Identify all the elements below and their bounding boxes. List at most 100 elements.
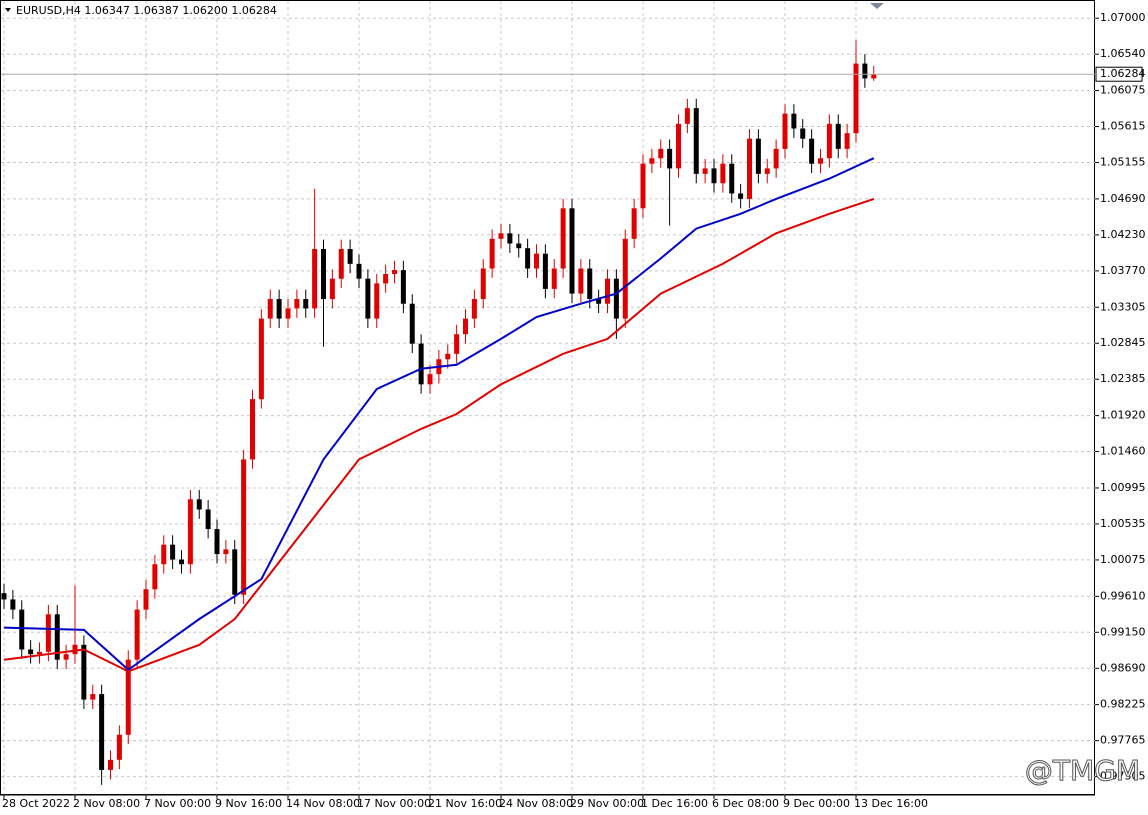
x-tick-label: 14 Nov 08:00 xyxy=(286,797,360,810)
candle-body xyxy=(72,644,78,655)
candle-body xyxy=(196,499,202,510)
candle-body xyxy=(684,108,690,124)
candle-body xyxy=(738,193,744,199)
candle-body xyxy=(108,759,113,770)
y-tick-label: 1.01920 xyxy=(1100,409,1146,422)
candle-body xyxy=(498,233,504,239)
y-tick-label: 1.06075 xyxy=(1100,84,1146,97)
candle-body xyxy=(755,138,761,174)
candle-body xyxy=(835,123,841,149)
candle-body xyxy=(676,123,681,169)
candle-body xyxy=(54,614,60,660)
candle-body xyxy=(711,168,717,184)
x-tick-label: 21 Nov 16:00 xyxy=(428,797,502,810)
x-tick-label: 28 Oct 2022 xyxy=(2,797,70,810)
candle-body xyxy=(826,123,832,159)
candle-body xyxy=(667,148,673,169)
candle-body xyxy=(534,253,539,269)
candle-body xyxy=(28,649,34,655)
x-tick-label: 13 Dec 16:00 xyxy=(854,797,928,810)
candle-body xyxy=(551,268,557,289)
candle-body xyxy=(125,659,131,735)
candle-body xyxy=(542,253,548,289)
candle-body xyxy=(631,208,637,239)
candle-body xyxy=(605,278,610,304)
candle-body xyxy=(63,654,69,660)
y-tick-label: 1.00995 xyxy=(1100,481,1146,494)
candle-body xyxy=(729,163,735,194)
candle-body xyxy=(1,593,7,600)
candle-body xyxy=(321,248,326,300)
candle-body xyxy=(99,694,105,770)
y-tick-label: 0.98225 xyxy=(1100,698,1146,711)
x-tick-label: 29 Nov 00:00 xyxy=(570,797,644,810)
candle-body xyxy=(365,278,371,319)
y-tick-label: 1.00075 xyxy=(1100,553,1146,566)
candle-body xyxy=(418,343,424,385)
y-tick-label: 0.97765 xyxy=(1100,734,1146,747)
candle-body xyxy=(400,270,406,304)
moving-average xyxy=(3,157,875,672)
candle-body xyxy=(179,559,184,565)
candle-body xyxy=(525,248,531,269)
moving-average xyxy=(3,197,875,673)
shift-marker xyxy=(870,3,884,9)
candle-body xyxy=(427,374,433,385)
candle-body xyxy=(143,589,149,610)
watermark: @TMGM xyxy=(1025,754,1140,787)
y-tick-label: 0.99150 xyxy=(1100,625,1146,638)
candle-body xyxy=(312,248,318,309)
candle-body xyxy=(844,133,850,149)
candle-body xyxy=(10,599,16,610)
candle-body xyxy=(329,278,335,300)
candle-body xyxy=(267,299,273,319)
y-tick-label: 1.05155 xyxy=(1100,156,1146,169)
candle-body xyxy=(223,549,229,555)
candle-body xyxy=(134,609,140,660)
candle-body xyxy=(507,233,513,244)
x-tick-label: 17 Nov 00:00 xyxy=(357,797,431,810)
candle-body xyxy=(445,353,451,360)
candle-body xyxy=(170,544,176,560)
y-tick-label: 0.97305 xyxy=(1100,770,1146,783)
candle-body xyxy=(19,609,25,650)
y-tick-label: 1.02385 xyxy=(1100,372,1146,385)
x-tick-label: 7 Nov 00:00 xyxy=(144,797,211,810)
candle-body xyxy=(81,644,87,700)
chart-title: EURUSD,H4 1.06347 1.06387 1.06200 1.0628… xyxy=(16,4,277,17)
candle-body xyxy=(809,138,815,164)
candle-body xyxy=(862,63,868,79)
candle-body xyxy=(232,549,238,595)
candle-body xyxy=(463,318,468,335)
candle-body xyxy=(392,270,397,275)
x-tick-label: 6 Dec 08:00 xyxy=(712,797,779,810)
y-tick-label: 1.03770 xyxy=(1100,264,1146,277)
x-tick-label: 9 Dec 00:00 xyxy=(783,797,850,810)
x-tick-label: 9 Nov 16:00 xyxy=(215,797,282,810)
plot-frame xyxy=(0,0,1095,795)
candle-body xyxy=(587,268,593,300)
candle-body xyxy=(303,299,309,309)
candle-body xyxy=(161,544,167,565)
current-price-box xyxy=(1095,66,1143,82)
candle-body xyxy=(285,308,291,319)
candle-body xyxy=(383,274,389,284)
x-tick-label: 2 Nov 08:00 xyxy=(73,797,140,810)
candle-body xyxy=(782,113,788,149)
candle-body xyxy=(45,614,51,652)
candle-body xyxy=(693,108,699,174)
y-tick-label: 1.04690 xyxy=(1100,192,1146,205)
candle-body xyxy=(764,168,770,174)
marks xyxy=(1,40,1095,785)
candle-body xyxy=(294,299,300,309)
x-tick-label: 1 Dec 16:00 xyxy=(641,797,708,810)
candle-body xyxy=(214,529,220,555)
candle-body xyxy=(90,694,96,700)
candle-body xyxy=(649,158,655,164)
candle-body xyxy=(516,243,522,249)
x-tick-label: 24 Nov 08:00 xyxy=(499,797,573,810)
candle-body xyxy=(205,509,211,530)
candle-body xyxy=(250,399,255,460)
y-tick-label: 0.99610 xyxy=(1100,589,1146,602)
